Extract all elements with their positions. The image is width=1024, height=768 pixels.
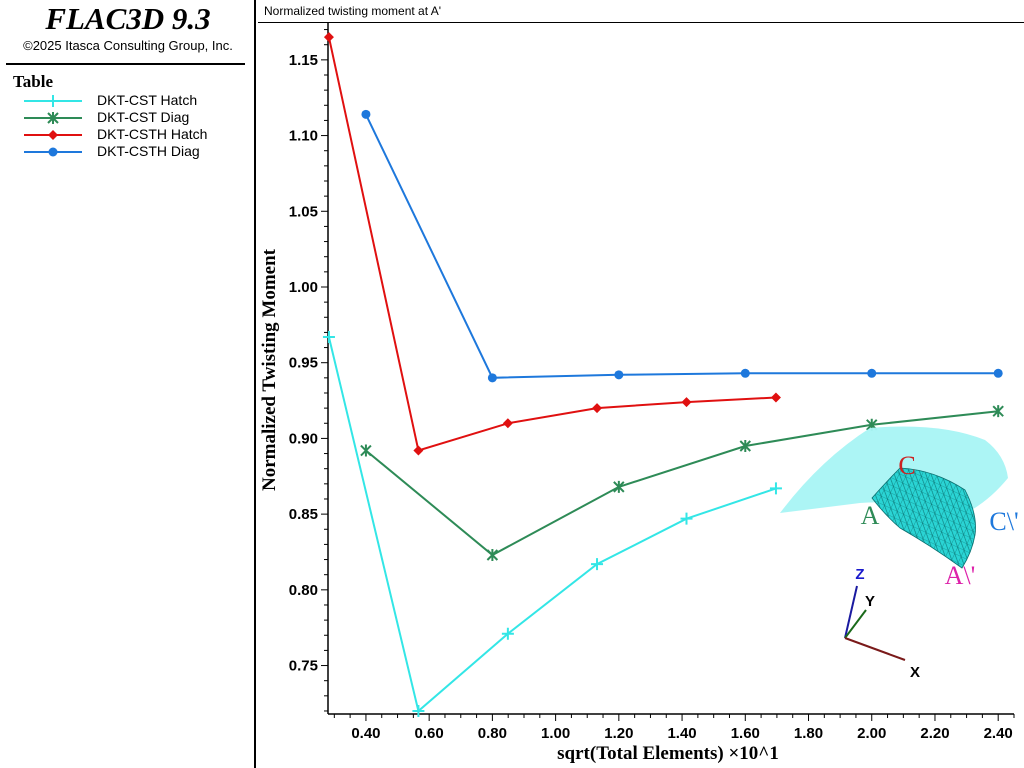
data-point xyxy=(591,558,604,571)
data-point xyxy=(866,418,878,431)
x-tick-label: 0.40 xyxy=(351,725,380,742)
shell-mesh xyxy=(871,467,976,569)
diamond-marker-icon xyxy=(24,130,82,140)
y-tick-label: 0.90 xyxy=(289,430,318,447)
y-tick-label: 0.95 xyxy=(289,355,318,372)
x-axis-icon: X xyxy=(910,664,920,681)
data-point xyxy=(360,444,372,457)
legend-item-dkt-csth-diag[interactable]: DKT-CSTH Diag xyxy=(24,143,244,160)
y-tick-label: 0.75 xyxy=(289,658,318,675)
y-tick-label: 0.85 xyxy=(289,506,318,523)
data-point xyxy=(502,418,513,429)
data-point xyxy=(413,445,424,456)
data-point xyxy=(993,368,1003,378)
y-tick-label: 1.10 xyxy=(289,128,318,145)
x-tick-label: 2.40 xyxy=(984,725,1013,742)
title-divider xyxy=(6,63,245,65)
x-tick-label: 0.80 xyxy=(478,725,507,742)
series-line xyxy=(327,336,777,713)
axes: 0.40 0.60 0.80 1.00 1.20 1.40 1.60 1.80 2.00 2.20… xyxy=(289,22,1015,742)
x-tick-label: 1.00 xyxy=(541,725,570,742)
point-a-label: A xyxy=(861,501,880,530)
point-a-prime-label: A\' xyxy=(945,561,976,590)
data-point xyxy=(412,704,425,717)
data-point xyxy=(867,368,877,378)
data-point xyxy=(992,405,1004,418)
data-point xyxy=(613,480,625,493)
series-line xyxy=(364,113,999,379)
y-tick-label: 1.00 xyxy=(289,279,318,296)
legend-item-dkt-cst-diag[interactable]: DKT-CST Diag xyxy=(24,109,244,126)
y-axis-icon: Y xyxy=(865,593,875,610)
plus-marker-icon xyxy=(24,95,82,107)
chart-header: Normalized twisting moment at A' xyxy=(258,0,1024,23)
data-point xyxy=(322,330,335,343)
data-point xyxy=(614,370,624,380)
data-point xyxy=(487,373,497,383)
legend-label: DKT-CST Hatch xyxy=(97,92,198,108)
series-dkt-cst-diag xyxy=(360,405,1004,562)
y-tick-label: 1.15 xyxy=(289,52,318,69)
data-point xyxy=(680,512,693,525)
legend-panel: FLAC3D 9.3 ©2025 Itasca Consulting Group… xyxy=(0,0,256,768)
data-point xyxy=(681,397,692,408)
data-point xyxy=(769,482,782,495)
x-tick-label: 2.00 xyxy=(857,725,886,742)
legend-label: DKT-CST Diag xyxy=(97,109,190,125)
series-dkt-cst-hatch xyxy=(322,330,782,717)
data-point xyxy=(486,549,499,562)
data-point xyxy=(739,439,751,452)
data-point xyxy=(740,368,750,378)
copyright-text: ©2025 Itasca Consulting Group, Inc. xyxy=(23,38,233,53)
data-point xyxy=(592,403,603,414)
cylinder-surface xyxy=(780,426,1008,513)
z-axis-icon: Z xyxy=(855,566,864,583)
legend-label: DKT-CSTH Hatch xyxy=(97,126,208,142)
x-axis-label: sqrt(Total Elements) ×10^1 xyxy=(557,743,779,764)
legend-item-dkt-csth-hatch[interactable]: DKT-CSTH Hatch xyxy=(24,126,244,143)
series-line xyxy=(365,410,999,557)
circle-marker-icon xyxy=(24,147,82,157)
legend-item-dkt-cst-hatch[interactable]: DKT-CST Hatch xyxy=(24,92,244,109)
y-tick-label: 1.05 xyxy=(289,203,318,220)
x-tick-label: 1.20 xyxy=(604,725,633,742)
x-tick-label: 0.60 xyxy=(415,725,444,742)
series-dkt-csth-diag xyxy=(361,109,1003,383)
x-tick-label: 2.20 xyxy=(920,725,949,742)
data-point xyxy=(323,32,334,43)
model-inset: C A C\' A\' Z Y X xyxy=(780,426,1019,681)
y-axis-label: Normalized Twisting Moment xyxy=(259,248,280,491)
axis-triad: Z Y X xyxy=(844,566,920,681)
series-dkt-csth-hatch xyxy=(323,32,781,456)
legend-title: Table xyxy=(13,72,54,91)
point-c-label: C xyxy=(898,451,915,480)
x-tick-label: 1.40 xyxy=(667,725,696,742)
series-layer xyxy=(322,32,1004,717)
legend-label: DKT-CSTH Diag xyxy=(97,143,200,159)
app-title: FLAC3D 9.3 xyxy=(45,1,211,36)
point-c-prime-label: C\' xyxy=(989,507,1018,536)
data-point xyxy=(770,392,781,403)
data-point xyxy=(361,109,371,119)
y-tick-label: 0.80 xyxy=(289,582,318,599)
chart-title: Normalized twisting moment at A' xyxy=(264,4,442,18)
series-line xyxy=(327,36,777,452)
x-tick-label: 1.80 xyxy=(794,725,823,742)
data-point xyxy=(501,627,514,640)
asterisk-marker-icon xyxy=(24,112,82,124)
x-tick-label: 1.60 xyxy=(731,725,760,742)
